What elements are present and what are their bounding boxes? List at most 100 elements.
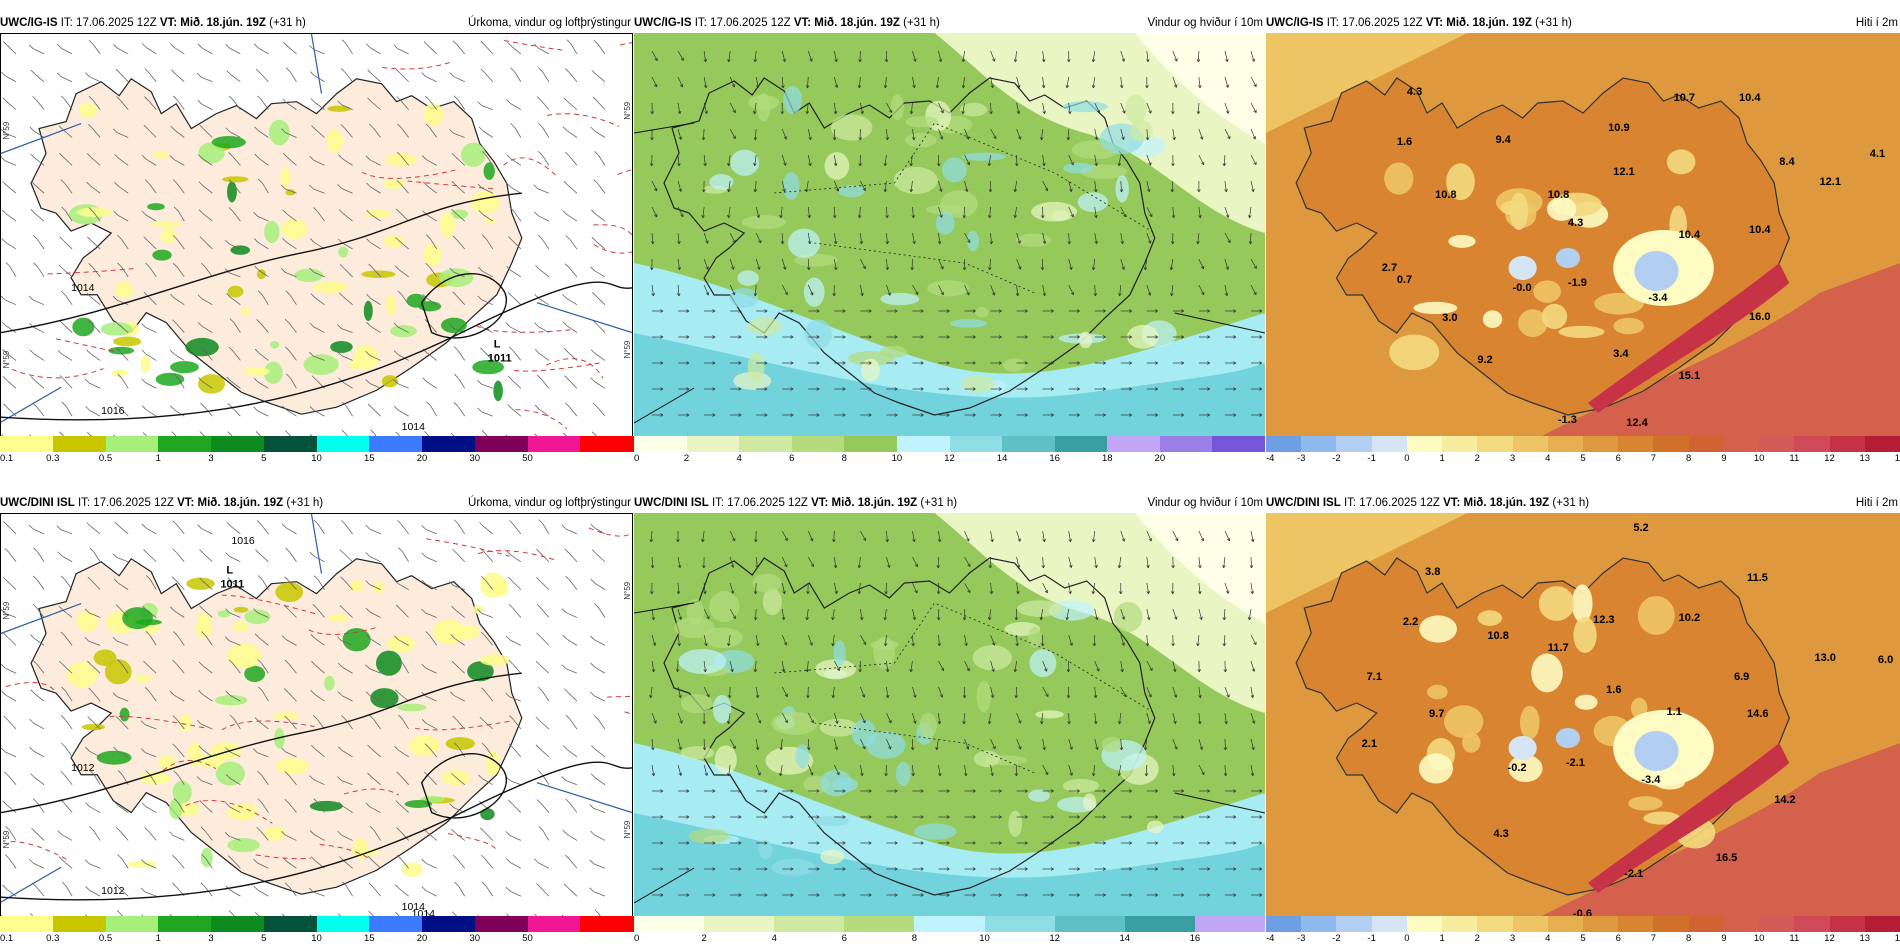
wind-arrow-head	[861, 241, 864, 245]
wind-barb-flag	[395, 236, 400, 242]
wind-speed-area	[830, 114, 873, 141]
wind-arrow-head	[858, 85, 862, 89]
wind-arrow	[1198, 530, 1204, 542]
wind-arrow-head	[1227, 136, 1231, 140]
wind-barb-flag	[86, 522, 92, 527]
wind-barb	[90, 157, 101, 166]
wind-barb-flag	[142, 606, 147, 611]
wind-barb-flag	[284, 318, 290, 324]
precip-area	[349, 579, 363, 592]
wind-barb	[509, 890, 521, 897]
wind-arrow-head	[1225, 669, 1228, 673]
wind-arrow-head	[1155, 841, 1158, 844]
wind-arrow-head	[1128, 790, 1132, 793]
wind-arrow-head	[783, 668, 786, 672]
temperature-value: 6.0	[1878, 654, 1893, 666]
wind-arrow-head	[1121, 189, 1124, 193]
wind-barb	[257, 752, 269, 758]
colorbar-tick-label: 16	[1189, 933, 1201, 944]
wind-arrow-head	[862, 292, 864, 296]
wind-arrow-head	[680, 214, 684, 218]
wind-barb-flag	[32, 575, 38, 581]
wind-barb-flag	[365, 802, 371, 808]
wind-arrow-head	[1016, 773, 1019, 777]
panel-header: UWC/DINI ISL IT: 17.06.2025 12Z VT: Mið.…	[0, 496, 633, 510]
wind-arrow-head	[753, 293, 756, 297]
wind-barb	[261, 294, 269, 305]
wind-arrow	[677, 258, 680, 270]
wind-arrow	[938, 686, 943, 698]
precip-map: 1012 1012 1014 1016 1014 L 1011 N°59 N°59 N°59 N°5…	[0, 513, 633, 929]
precip-area	[390, 325, 417, 338]
wind-barb	[201, 325, 213, 333]
colorbar-tick-label: 3	[208, 453, 214, 464]
wind-barb-flag	[255, 549, 260, 554]
wind-barb-flag	[169, 690, 175, 696]
wind-arrow-head	[1122, 240, 1124, 244]
wind-barb-flag	[225, 44, 231, 49]
wind-arrow-head	[1174, 59, 1178, 62]
isobar-line	[1, 672, 522, 814]
precip-area	[170, 361, 199, 374]
wind-arrow-head	[946, 867, 950, 870]
wind-barb-flag	[286, 373, 291, 379]
graticule-line	[536, 302, 632, 334]
wind-arrow-head	[842, 336, 846, 339]
wind-arrow-head	[703, 137, 706, 141]
wind-arrow-head	[894, 893, 898, 896]
wind-speed-area	[1063, 162, 1095, 174]
temperature-value: 14.6	[1747, 708, 1769, 720]
precip-area	[404, 800, 433, 808]
wind-arrow	[677, 556, 681, 568]
wind-arrow	[1042, 582, 1048, 594]
wind-arrow-head	[912, 85, 915, 89]
field-title: Vindur og hviður í 10m	[1147, 497, 1264, 509]
wind-arrow	[729, 76, 735, 88]
latitude-label: N°59	[2, 601, 11, 619]
wind-speed-area	[960, 102, 988, 117]
wind-arrow	[1092, 258, 1096, 270]
wind-barb-flag	[117, 770, 123, 775]
wind-barb	[425, 583, 437, 590]
wind-arrow-head	[946, 841, 950, 844]
wind-arrow-head	[1042, 267, 1045, 271]
wind-barb-flag	[87, 319, 93, 325]
wind-arrow-head	[784, 538, 788, 542]
wind-arrow-head	[936, 565, 939, 569]
wind-arrow	[806, 608, 809, 620]
wind-arrow-head	[962, 617, 965, 621]
wind-arrow	[1120, 206, 1126, 218]
wind-barb-flag	[89, 770, 95, 775]
wind-barb	[36, 406, 45, 417]
wind-barb-flag	[60, 95, 66, 101]
wind-arrow	[1094, 660, 1100, 672]
wind-speed-area	[820, 849, 844, 865]
wind-barb-flag	[284, 771, 290, 776]
wind-arrow	[964, 738, 969, 750]
isobar-label: 1016	[101, 406, 125, 417]
isotherm-line	[382, 60, 454, 70]
wind-arrow-head	[677, 565, 681, 569]
wind-arrow-head	[790, 336, 794, 339]
wind-arrow-head	[1071, 642, 1073, 646]
wind-barb-flag	[506, 154, 512, 160]
wind-arrow-head	[816, 841, 820, 844]
wind-arrow-head	[1019, 240, 1021, 244]
temperature-value: 3.8	[1425, 566, 1440, 578]
wind-arrow-head	[920, 841, 924, 844]
wind-barb-flag	[564, 375, 569, 380]
wind-arrow-head	[1042, 747, 1045, 751]
wind-arrow-head	[654, 188, 657, 192]
wind-arrow-head	[858, 137, 861, 141]
wind-arrow-head	[1024, 868, 1028, 871]
wind-arrow-head	[1076, 413, 1080, 416]
wind-barb-flag	[225, 774, 231, 779]
wind-arrow	[1172, 128, 1175, 140]
wind-barb-flag	[198, 209, 204, 214]
wind-arrow	[807, 764, 813, 776]
wind-arrow-head	[756, 85, 759, 89]
wind-arrow-head	[1198, 85, 1201, 89]
wind-arrow-head	[1121, 643, 1125, 646]
wind-arrow-head	[1170, 293, 1172, 297]
precip-area	[439, 212, 456, 238]
